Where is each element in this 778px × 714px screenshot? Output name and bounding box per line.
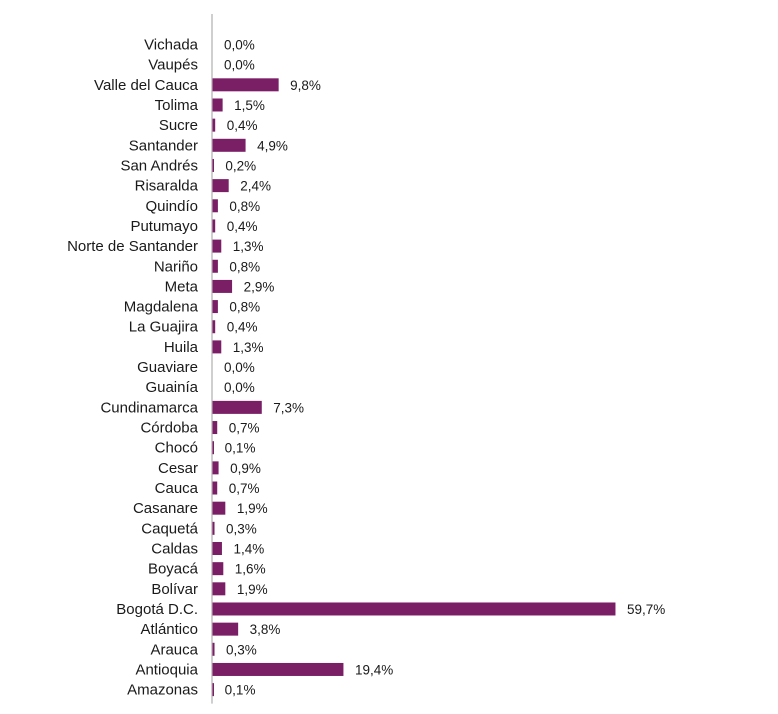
value-label: 0,7% xyxy=(229,481,260,496)
bar xyxy=(212,179,229,193)
bar xyxy=(212,481,218,495)
bar xyxy=(212,320,216,334)
bar xyxy=(212,562,224,576)
bar xyxy=(212,118,216,132)
value-label: 0,7% xyxy=(229,421,260,436)
bars-group xyxy=(212,78,616,697)
bar xyxy=(212,421,218,435)
bar xyxy=(212,138,246,152)
category-label: Amazonas xyxy=(127,682,198,699)
category-label: Atlántico xyxy=(140,621,198,638)
category-label: Quindío xyxy=(145,198,198,215)
category-label: San Andrés xyxy=(120,157,198,174)
value-label: 1,9% xyxy=(237,582,268,597)
category-label: Vaupés xyxy=(148,57,198,74)
category-label: Cundinamarca xyxy=(100,399,198,416)
value-label: 0,8% xyxy=(229,199,260,214)
bar xyxy=(212,683,214,697)
value-label: 59,7% xyxy=(627,602,665,617)
value-label: 0,2% xyxy=(225,158,256,173)
bar xyxy=(212,219,216,233)
bar xyxy=(212,340,222,354)
bar xyxy=(212,259,218,273)
category-label: Cauca xyxy=(155,480,199,497)
category-label: Huila xyxy=(164,339,199,356)
category-label: Putumayo xyxy=(130,218,198,235)
bar xyxy=(212,441,214,455)
category-label: Guaviare xyxy=(137,359,198,376)
value-label: 0,3% xyxy=(226,521,257,536)
value-labels-group: 0,0% 0,0% 9,8% 1,5% 0,4% 4,9%0,2% 2,4% 0,8% 0,4%… xyxy=(224,38,665,698)
value-label: 2,4% xyxy=(240,179,271,194)
category-label: Antioquia xyxy=(135,661,198,678)
value-label: 0,8% xyxy=(229,259,260,274)
bar xyxy=(212,158,214,172)
category-label: Santander xyxy=(129,137,198,154)
category-label: Casanare xyxy=(133,500,198,517)
value-label: 0,4% xyxy=(227,219,258,234)
value-label: 0,4% xyxy=(227,320,258,335)
bar xyxy=(212,98,223,112)
value-label: 19,4% xyxy=(355,662,393,677)
value-label: 7,3% xyxy=(273,400,304,415)
value-label: 0,4% xyxy=(227,118,258,133)
value-label: 0,9% xyxy=(230,461,261,476)
bar xyxy=(212,582,226,596)
category-label: La Guajira xyxy=(129,319,199,336)
value-label: 1,9% xyxy=(237,501,268,516)
bar xyxy=(212,642,215,656)
value-label: 0,0% xyxy=(224,360,255,375)
category-label: Bogotá D.C. xyxy=(116,601,198,618)
bar xyxy=(212,602,616,616)
category-label: Caldas xyxy=(151,541,198,558)
category-label: Cesar xyxy=(158,460,198,477)
category-label: Bolívar xyxy=(151,581,198,598)
category-label: Vichada xyxy=(144,37,199,54)
value-label: 1,3% xyxy=(233,340,264,355)
bar xyxy=(212,501,226,515)
value-label: 1,3% xyxy=(233,239,264,254)
category-label: Caquetá xyxy=(141,520,198,537)
category-label: Risaralda xyxy=(135,178,199,195)
bar xyxy=(212,622,239,636)
category-label: Córdoba xyxy=(140,420,198,437)
value-label: 2,9% xyxy=(244,279,275,294)
bar xyxy=(212,542,222,555)
bar xyxy=(212,521,215,535)
value-label: 0,0% xyxy=(224,58,255,73)
value-label: 0,0% xyxy=(224,38,255,53)
bar xyxy=(212,461,219,475)
category-label: Meta xyxy=(165,278,199,295)
value-label: 1,5% xyxy=(234,98,265,113)
bar xyxy=(212,300,218,314)
bar xyxy=(212,78,279,92)
bar xyxy=(212,239,222,253)
bar xyxy=(212,400,262,414)
value-label: 0,1% xyxy=(225,441,256,456)
category-label: Guainía xyxy=(145,379,198,396)
bar xyxy=(212,279,233,293)
value-label: 1,4% xyxy=(233,542,264,557)
category-label: Chocó xyxy=(155,440,198,457)
category-label: Valle del Cauca xyxy=(94,77,199,94)
value-label: 0,0% xyxy=(224,380,255,395)
category-label: Sucre xyxy=(159,117,198,134)
category-label: Nariño xyxy=(154,258,198,275)
category-label: Norte de Santander xyxy=(67,238,198,255)
value-label: 0,8% xyxy=(229,300,260,315)
value-label: 0,1% xyxy=(225,683,256,698)
category-label: Tolima xyxy=(155,97,199,114)
value-label: 9,8% xyxy=(290,78,321,93)
value-label: 3,8% xyxy=(250,622,281,637)
category-label: Arauca xyxy=(150,641,198,658)
value-label: 0,3% xyxy=(226,642,257,657)
category-label: Boyacá xyxy=(148,561,199,578)
category-label: Magdalena xyxy=(124,299,199,316)
category-labels-group: Vichada Vaupés Valle del Cauca Tolima Sucre S… xyxy=(67,37,199,699)
value-label: 1,6% xyxy=(235,562,266,577)
bar xyxy=(212,662,344,676)
bar xyxy=(212,199,218,213)
value-label: 4,9% xyxy=(257,138,288,153)
